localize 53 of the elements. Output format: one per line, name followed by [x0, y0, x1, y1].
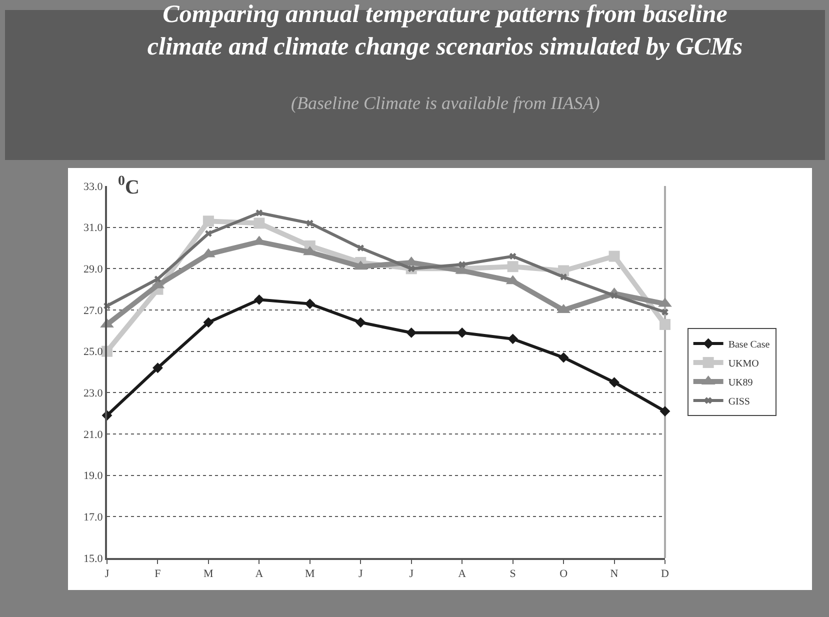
y-tick-label: 25.0 — [84, 346, 104, 358]
point — [509, 252, 516, 260]
point — [558, 352, 569, 363]
point — [357, 244, 364, 252]
legend-label: UKMO — [728, 358, 759, 370]
x-tick-label: M — [305, 568, 316, 580]
y-tick-label: 27.0 — [84, 304, 104, 317]
legend-label: Base Case — [728, 339, 770, 350]
point — [608, 250, 620, 262]
chart-subtitle: (Baseline Climate is available from IIASA) — [291, 93, 600, 113]
legend-label: UK89 — [728, 377, 753, 388]
x-tick-label: O — [560, 568, 568, 580]
y-tick-label: 29.0 — [84, 264, 104, 276]
point — [508, 334, 518, 344]
point — [203, 317, 214, 328]
y-tick-label: 15.0 — [84, 552, 104, 565]
x-tick-label: M — [204, 568, 214, 580]
y-tick-label: 31.0 — [84, 222, 104, 234]
y-tick-label: 33.0 — [84, 180, 104, 193]
y-tick-label: 23.0 — [84, 388, 104, 400]
x-tick-label: F — [154, 568, 161, 580]
point — [406, 328, 417, 338]
point — [254, 218, 265, 229]
point — [507, 261, 518, 272]
point — [254, 294, 264, 305]
x-tick-label: J — [409, 568, 414, 580]
y-axis-title: $^{0}$C — [118, 174, 140, 198]
point — [560, 274, 567, 280]
point — [304, 298, 316, 309]
point — [456, 328, 468, 338]
point — [256, 209, 263, 216]
point — [609, 377, 620, 388]
x-tick-label: N — [610, 568, 618, 580]
point — [152, 362, 163, 374]
x-tick-label: J — [104, 568, 110, 580]
y-tick-label: 21.0 — [84, 428, 104, 441]
y-tick-label: 17.0 — [84, 512, 104, 524]
y-tick-label: 19.0 — [84, 470, 104, 482]
x-tick-label: J — [358, 568, 364, 580]
legend-label: GISS — [728, 396, 750, 408]
point — [660, 406, 670, 416]
point — [205, 230, 212, 237]
point — [660, 318, 670, 330]
point — [458, 261, 466, 268]
x-tick-label: D — [661, 568, 670, 580]
chart-title: Comparing annual temperature patterns from baseline climate and climate change scenarios simulated by GCMs — [147, 1, 743, 60]
x-tick-label: A — [458, 568, 466, 580]
x-tick-label: A — [255, 568, 264, 580]
point — [306, 220, 314, 227]
x-tick-label: S — [510, 568, 516, 580]
point — [202, 216, 214, 227]
point — [355, 317, 366, 328]
point — [662, 308, 668, 316]
